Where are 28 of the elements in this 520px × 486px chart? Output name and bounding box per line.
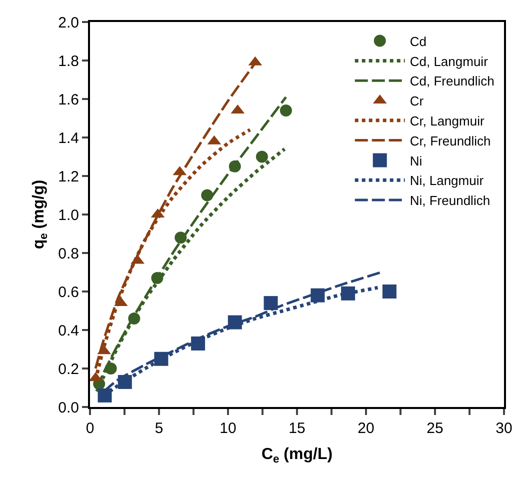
y-tick-label: 0.0 — [58, 399, 79, 416]
x-axis-title: C$_{e}$ (mg/L) — [261, 446, 333, 466]
x-tick-label: 30 — [496, 420, 512, 437]
legend-label: Cd — [410, 34, 426, 49]
y-tick-label: 1.8 — [58, 52, 79, 70]
y-tick-label: 1.6 — [58, 91, 79, 108]
legend-label: Cd, Freundlich — [410, 74, 494, 89]
y-tick-label: 0.8 — [58, 245, 79, 262]
legend-label: Ni — [410, 153, 422, 168]
y-tick-label: 1.4 — [58, 130, 79, 147]
legend-label: Cr, Freundlich — [410, 133, 491, 148]
y-tick-label: 1.2 — [58, 168, 79, 186]
y-tick-label: 0.6 — [58, 284, 79, 301]
x-tick-label: 20 — [358, 420, 374, 437]
x-tick-label: 25 — [426, 420, 444, 437]
y-tick-label: 0.4 — [58, 322, 79, 340]
y-tick-label: 1.0 — [58, 206, 79, 224]
y-tick-label: 2.0 — [58, 14, 79, 32]
y-tick-label: 0.2 — [58, 360, 79, 378]
x-tick-label: 0 — [86, 420, 94, 437]
x-tick-label: 10 — [220, 420, 236, 437]
legend-label: Cd, Langmuir — [410, 54, 489, 69]
x-tick-label: 5 — [154, 420, 164, 437]
x-tick-label: 15 — [288, 420, 306, 437]
legend-label: Cr, Langmuir — [410, 113, 485, 128]
legend-label: Cr — [410, 94, 424, 109]
legend-label: Ni, Langmuir — [410, 173, 484, 188]
legend-label: Ni, Freundlich — [410, 193, 490, 208]
